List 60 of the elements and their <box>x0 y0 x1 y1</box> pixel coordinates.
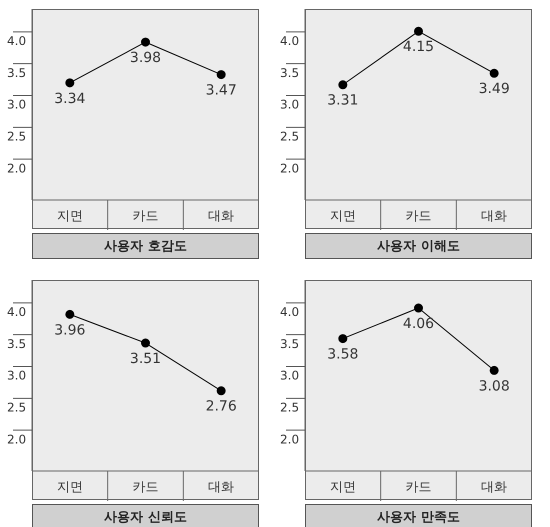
data-label: 2.76 <box>206 398 237 415</box>
x-tick-label: 지면 <box>56 209 83 224</box>
point <box>338 334 348 344</box>
y-tick-label: 3.5 <box>7 336 26 351</box>
text: 사용자 신뢰도 <box>32 504 259 527</box>
y-tick-label: 3.0 <box>280 98 300 112</box>
data-label: 3.08 <box>478 378 510 394</box>
y-tick-label: 2.5 <box>280 130 300 144</box>
point <box>65 310 74 319</box>
data-label: 4.15 <box>402 39 434 56</box>
x-tick-label: 대화 <box>481 209 508 224</box>
x-tick-label: 지면 <box>330 480 356 495</box>
y-tick-label: 3.5 <box>280 66 300 80</box>
y-tick-label: 3.5 <box>280 336 300 351</box>
data-label: 3.49 <box>478 81 510 98</box>
y-tick-label: 4.0 <box>280 305 300 320</box>
x-tick-label: 대화 <box>481 480 508 495</box>
data-label: 3.58 <box>327 346 358 363</box>
point <box>216 386 226 396</box>
point <box>65 78 74 88</box>
y-tick-label: 4.0 <box>280 34 300 48</box>
data-label: 3.34 <box>54 90 86 107</box>
y-tick-label: 4.0 <box>7 305 26 320</box>
data-label: 3.98 <box>130 50 162 66</box>
point <box>490 68 499 78</box>
data-label: 3.31 <box>327 92 358 109</box>
data-label: 3.96 <box>54 322 86 338</box>
point <box>414 26 423 36</box>
data-label: 3.47 <box>206 82 237 99</box>
y-tick-label: 2.0 <box>7 432 26 446</box>
x-tick-label: 카드 <box>132 480 158 495</box>
y-tick-label: 2.5 <box>280 400 300 415</box>
x-tick-label: 지면 <box>330 209 356 224</box>
data-label: 4.06 <box>402 316 434 332</box>
y-tick-label: 3.0 <box>7 98 26 112</box>
point <box>338 80 348 90</box>
x-tick-label: 카드 <box>406 209 432 224</box>
y-tick-label: 3.5 <box>7 66 26 80</box>
point <box>141 38 150 47</box>
x-tick-label: 카드 <box>132 209 158 224</box>
y-tick-label: 3.0 <box>7 368 26 383</box>
x-tick-label: 지면 <box>56 480 83 495</box>
y-tick-label: 2.0 <box>7 161 26 176</box>
point <box>414 304 423 313</box>
point <box>141 338 150 348</box>
x-tick-label: 대화 <box>208 209 234 224</box>
y-tick-label: 3.0 <box>280 368 300 383</box>
x-tick-label: 카드 <box>406 480 432 495</box>
text: 사용자 만족도 <box>305 504 532 527</box>
y-tick-label: 2.0 <box>280 432 300 446</box>
point <box>216 70 226 80</box>
y-tick-label: 2.0 <box>280 161 300 176</box>
point <box>490 366 499 375</box>
y-tick-label: 2.5 <box>7 130 26 144</box>
text: 사용자 호감도 <box>32 233 259 259</box>
x-tick-label: 대화 <box>208 480 234 495</box>
y-tick-label: 4.0 <box>7 34 26 48</box>
text: 사용자 이해도 <box>305 233 532 259</box>
data-label: 3.51 <box>130 350 162 367</box>
y-tick-label: 2.5 <box>7 400 26 415</box>
